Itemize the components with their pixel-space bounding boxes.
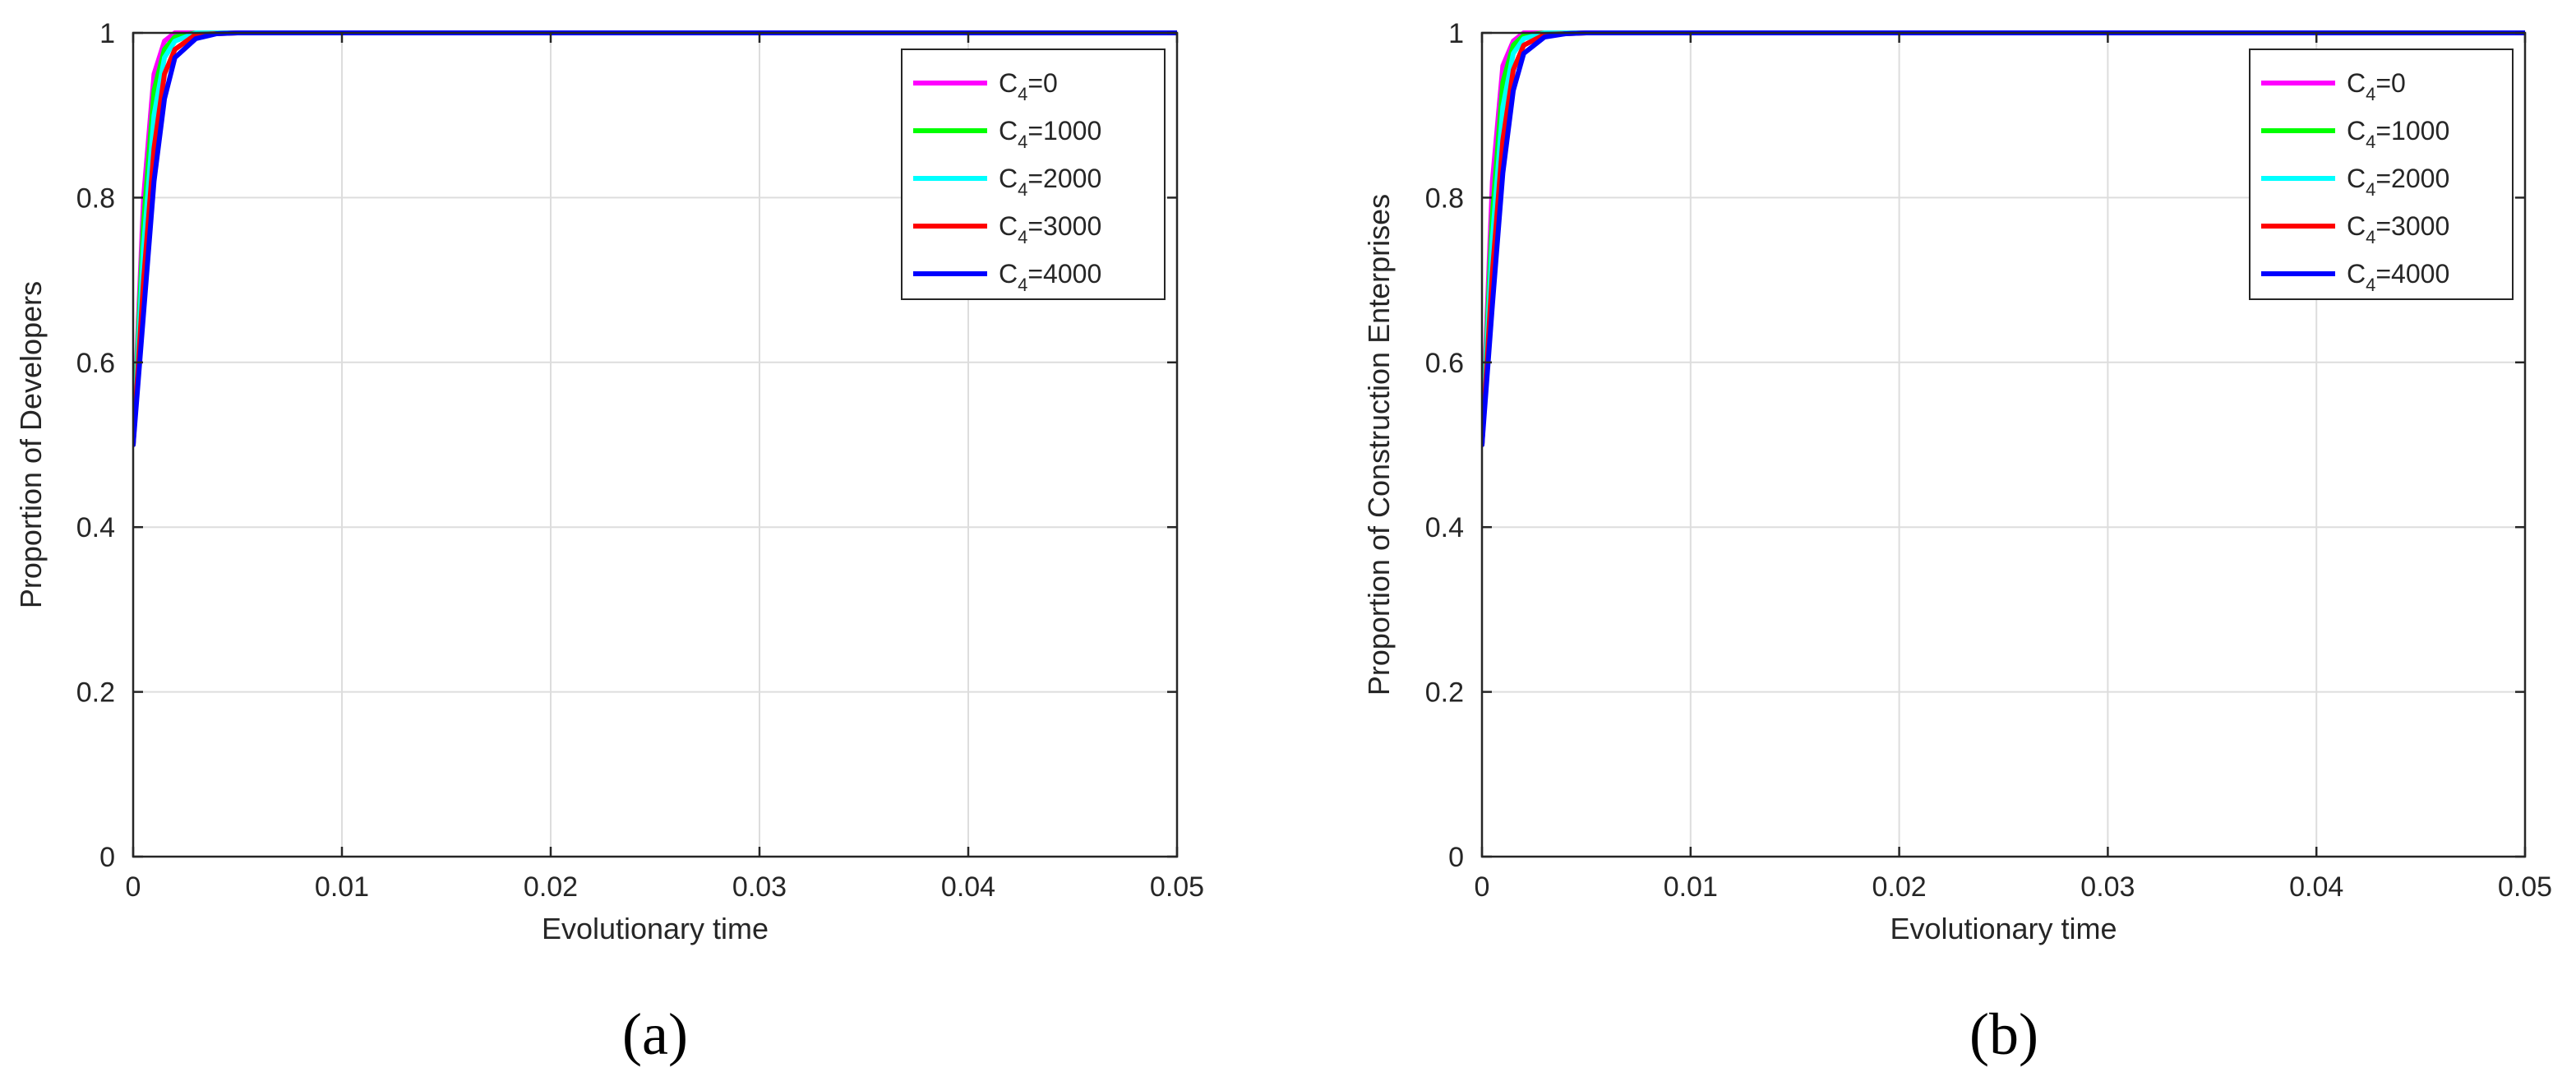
legend-entry-c4-3000: C4=3000 (999, 211, 1101, 247)
chart-panel-a: 0 0.01 0.02 0.03 0.04 0.05 0 0.2 0.4 0.6 0.8 1 Evolu… (14, 18, 1204, 1067)
chart-panel-b: 0 0.01 0.02 0.03 0.04 0.05 0 0.2 0.4 0.6 0.8 1 Evolu… (1362, 18, 2552, 1067)
legend-entry-c4-1000: C4=1000 (999, 116, 1101, 152)
y-tick-label: 0 (99, 842, 115, 873)
legend: C4=0 C4=1000 C4=2000 C4=3000 C4=4000 (901, 49, 1166, 300)
legend-entry-c4-2000: C4=2000 (999, 164, 1101, 200)
legend-box (901, 49, 1166, 300)
y-tick-label: 0.4 (1425, 512, 1464, 543)
legend-box (2249, 49, 2514, 300)
x-tick-label: 0 (126, 871, 141, 903)
x-axis-label: Evolutionary time (1890, 912, 2117, 945)
x-tick-label: 0.04 (2289, 871, 2343, 903)
legend-entry-c4-3000: C4=3000 (2347, 211, 2449, 247)
y-tick-label: 0.6 (76, 348, 115, 379)
x-tick-label: 0.02 (1872, 871, 1927, 903)
x-tick-label: 0.01 (1664, 871, 1718, 903)
x-tick-label: 0.05 (2498, 871, 2552, 903)
y-tick-label: 0.8 (1425, 183, 1464, 214)
x-axis-label: Evolutionary time (542, 912, 769, 945)
legend-entry-c4-4000: C4=4000 (999, 259, 1101, 295)
axes-box (1480, 31, 2527, 858)
legend: C4=0 C4=1000 C4=2000 C4=3000 C4=4000 (2249, 49, 2514, 300)
y-tick-label: 0.2 (1425, 677, 1464, 709)
legend-entry-c4-2000: C4=2000 (2347, 164, 2449, 200)
y-tick-label: 0.4 (76, 512, 115, 543)
y-tick-label: 0 (1448, 842, 1464, 873)
legend-entry-c4-0: C4=0 (999, 68, 1058, 104)
panel-label: (a) (622, 1001, 688, 1067)
y-tick-label: 1 (99, 18, 115, 49)
y-tick-label: 0.8 (76, 183, 115, 214)
x-tick-label: 0.03 (2080, 871, 2135, 903)
y-tick-label: 0.2 (76, 677, 115, 709)
y-tick-label: 0.6 (1425, 348, 1464, 379)
axes-box (132, 31, 1179, 858)
x-tick-label: 0 (1475, 871, 1490, 903)
y-axis-label: Proportion of Developers (14, 281, 48, 608)
x-tick-label: 0.02 (524, 871, 578, 903)
y-tick-label: 1 (1448, 18, 1464, 49)
x-tick-label: 0.05 (1150, 871, 1204, 903)
legend-entry-c4-1000: C4=1000 (2347, 116, 2449, 152)
x-tick-label: 0.04 (941, 871, 995, 903)
x-tick-label: 0.03 (732, 871, 787, 903)
panel-label: (b) (1969, 1001, 2038, 1067)
legend-entry-c4-0: C4=0 (2347, 68, 2406, 104)
x-tick-label: 0.01 (315, 871, 369, 903)
y-axis-label: Proportion of Construction Enterprises (1362, 194, 1396, 696)
legend-entry-c4-4000: C4=4000 (2347, 259, 2449, 295)
